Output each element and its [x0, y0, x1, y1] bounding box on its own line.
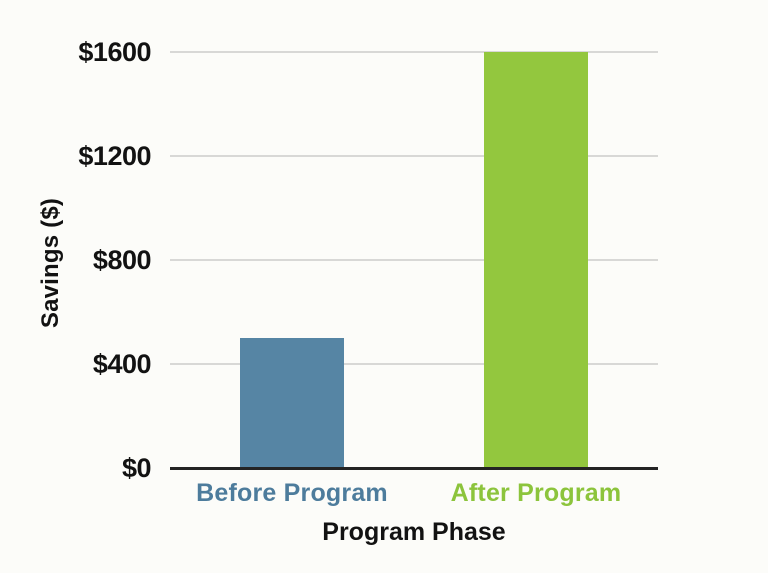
x-axis-title: Program Phase: [322, 518, 506, 546]
x-category-label-before-program: Before Program: [196, 479, 388, 507]
y-tick-label-1600: $1600: [78, 37, 151, 67]
y-tick-label-0: $0: [121, 453, 152, 483]
bar-before-program: [240, 338, 344, 468]
gridline-1600: [170, 51, 658, 53]
x-category-label-after-program: After Program: [450, 479, 622, 507]
gridline-800: [170, 259, 658, 261]
gridline-400: [170, 363, 658, 365]
x-axis-line: [170, 467, 658, 470]
gridline-1200: [170, 155, 658, 157]
y-tick-label-800: $800: [92, 245, 152, 275]
bar-after-program: [484, 52, 588, 468]
y-tick-label-400: $400: [92, 349, 152, 379]
y-tick-label-1200: $1200: [78, 141, 151, 171]
